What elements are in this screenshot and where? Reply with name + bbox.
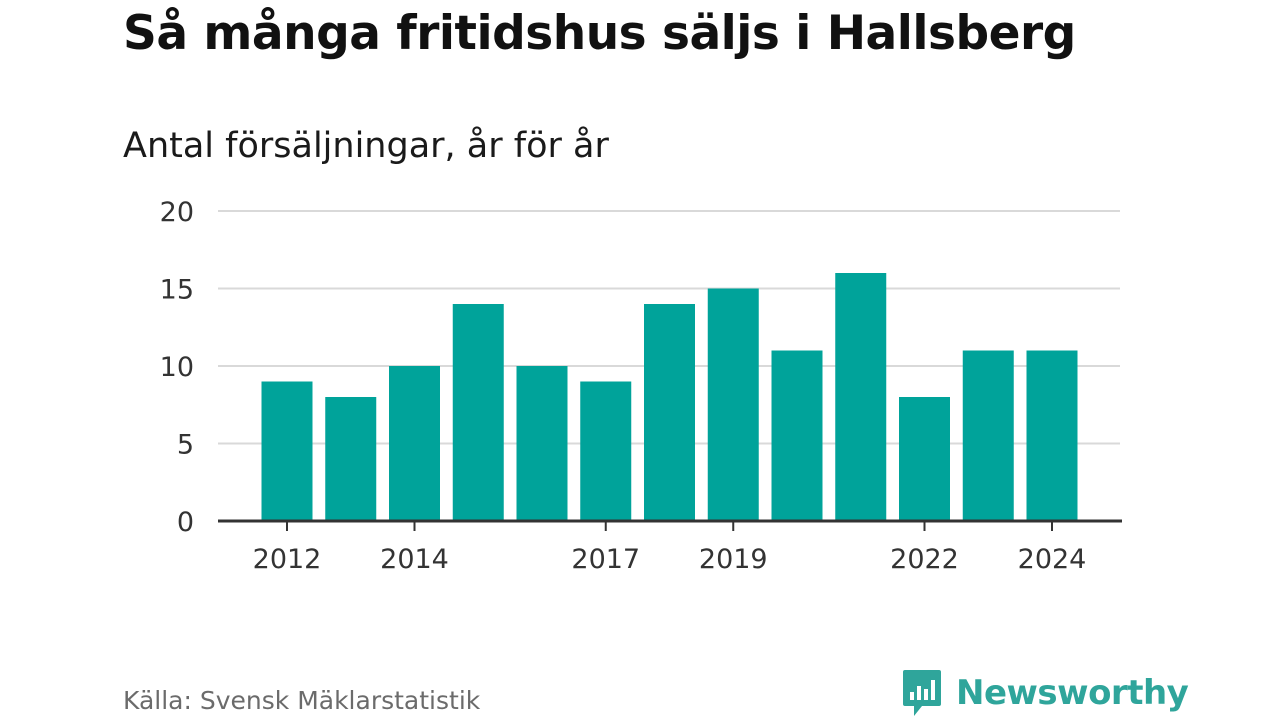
y-tick-label: 20 bbox=[160, 197, 194, 228]
brand-logo: Newsworthy bbox=[902, 668, 1189, 718]
y-tick-label: 5 bbox=[177, 430, 194, 461]
x-tick-label: 2019 bbox=[699, 544, 768, 575]
bar-2023 bbox=[962, 350, 1014, 521]
x-tick-label: 2024 bbox=[1018, 544, 1087, 575]
bar-2018 bbox=[644, 304, 695, 521]
x-tick-label: 2012 bbox=[253, 544, 322, 575]
x-tick-label: 2017 bbox=[571, 544, 640, 575]
chart-title: Så många fritidshus säljs i Hallsberg bbox=[123, 6, 1076, 61]
chart-subtitle: Antal försäljningar, år för år bbox=[123, 126, 609, 166]
x-axis-ticks: 2012 2014 2017 2019 2022 2024 bbox=[253, 521, 1087, 575]
bar-2022 bbox=[899, 397, 950, 521]
x-tick-label: 2014 bbox=[380, 544, 449, 575]
bar-2019 bbox=[707, 288, 759, 521]
y-tick-label: 10 bbox=[160, 352, 194, 383]
bar-2021 bbox=[835, 273, 887, 521]
bar-2015 bbox=[452, 304, 504, 521]
source-note: Källa: Svensk Mäklarstatistik bbox=[123, 686, 481, 715]
bar-2016 bbox=[516, 366, 568, 521]
bar-2017 bbox=[580, 381, 632, 521]
bar-2014 bbox=[389, 366, 440, 521]
x-tick-label: 2022 bbox=[890, 544, 959, 575]
bar-2012 bbox=[261, 381, 313, 521]
brand-name: Newsworthy bbox=[956, 673, 1189, 713]
bar-chart-speech-bubble-icon bbox=[903, 670, 941, 716]
y-tick-label: 0 bbox=[177, 507, 194, 538]
bars bbox=[261, 273, 1078, 521]
bar-2020 bbox=[771, 350, 823, 521]
y-tick-label: 15 bbox=[160, 275, 194, 306]
bar-2013 bbox=[325, 397, 377, 521]
y-axis-ticks: 0 5 10 15 20 bbox=[160, 197, 194, 538]
bar-2024 bbox=[1026, 350, 1078, 521]
